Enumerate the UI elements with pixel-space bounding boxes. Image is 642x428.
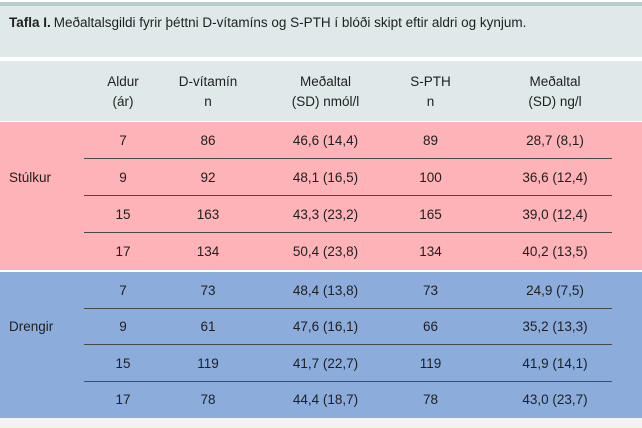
table-cell: 15 [115, 355, 131, 371]
table-cell: 41,9 (14,1) [522, 355, 588, 371]
separator [0, 270, 642, 272]
header-line: n [426, 93, 435, 109]
table-title-label: Tafla I. [9, 15, 51, 30]
header-aldur: Aldur (ár) [88, 74, 158, 109]
group-label: Stúlkur [9, 170, 52, 185]
table-cell: 41,7 (22,7) [292, 355, 359, 371]
table-cell: 43,0 (23,7) [522, 392, 588, 408]
table-row: 15 119 41,7 (22,7) 119 41,9 (14,1) [0, 345, 642, 382]
table-cell: 48,1 (16,5) [292, 170, 359, 185]
table-cell: 7 [119, 282, 127, 298]
header-line: (ár) [112, 93, 134, 109]
table-cell: 89 [422, 133, 439, 148]
group-section: 7 86 46,6 (14,4) 89 28,7 (8,1) Stúlkur 9 92 48,1… [0, 122, 642, 270]
table-cell: 17 [115, 392, 131, 408]
header-line: Meðaltal [529, 73, 581, 89]
group-label: Drengir [9, 319, 54, 335]
table-cell: 134 [419, 244, 442, 259]
table-cell: 119 [419, 355, 442, 371]
table-cell: 40,2 (13,5) [522, 244, 588, 259]
table-cell: 86 [200, 133, 216, 148]
header-line: Meðaltal [299, 73, 352, 89]
header-line: Aldur [107, 73, 139, 89]
separator [0, 121, 642, 122]
table-cell: 78 [200, 392, 216, 408]
header-line: D-vítamín [178, 73, 238, 89]
table-title-text: Meðaltalsgildi fyrir þéttni D-vítamíns o… [53, 15, 527, 30]
header-dvitamin-n: D-vítamín n [158, 74, 258, 109]
table-cell: 134 [196, 244, 220, 259]
bottom-margin [0, 418, 642, 428]
table-row: 15 163 43,3 (23,2) 165 39,0 (12,4) [0, 196, 642, 233]
table-cell: 9 [119, 170, 127, 185]
table-row: 7 86 46,6 (14,4) 89 28,7 (8,1) [0, 122, 642, 159]
table-cell: 46,6 (14,4) [292, 133, 359, 148]
header-line: S-PTH [410, 73, 451, 89]
top-rule [0, 2, 642, 6]
table-row: 17 78 44,4 (18,7) 78 43,0 (23,7) [0, 382, 642, 419]
table-cell: 78 [422, 392, 439, 408]
table-cell: 24,9 (7,5) [526, 282, 584, 298]
table-row: Stúlkur 9 92 48,1 (16,5) 100 36,6 (12,4) [0, 159, 642, 196]
table-row: 17 134 50,4 (23,8) 134 40,2 (13,5) [0, 233, 642, 270]
table-cell: 15 [115, 207, 131, 222]
table-cell: 17 [115, 244, 131, 259]
header-line: (SD) ng/l [528, 93, 582, 109]
table-cell: 66 [422, 319, 439, 335]
table-row: 7 73 48,4 (13,8) 73 24,9 (7,5) [0, 272, 642, 309]
table-cell: 47,6 (16,1) [292, 319, 359, 335]
table-title: Tafla I. Meðaltalsgildi fyrir þéttni D-ví… [0, 6, 642, 57]
table-cell: 61 [200, 319, 216, 335]
table-body: 7 86 46,6 (14,4) 89 28,7 (8,1) Stúlkur 9 92 48,1… [0, 122, 642, 418]
separator [0, 57, 642, 61]
header-line: (SD) nmól/l [291, 93, 360, 109]
table-cell: 165 [419, 207, 442, 222]
table-cell: 35,2 (13,3) [522, 319, 588, 335]
table-cell: 39,0 (12,4) [522, 207, 588, 222]
header-medaltal-nmol: Meðaltal (SD) nmól/l [258, 74, 393, 109]
table-cell: 36,6 (12,4) [522, 170, 588, 185]
table-cell: 9 [119, 319, 127, 335]
table-cell: 50,4 (23,8) [292, 244, 359, 259]
table-cell: 44,4 (18,7) [292, 392, 359, 408]
header-spth-n: S-PTH n [393, 74, 468, 109]
header-medaltal-ng: Meðaltal (SD) ng/l [468, 74, 642, 109]
table-cell: 163 [196, 207, 220, 222]
top-margin [0, 0, 642, 2]
table-cell: 7 [119, 133, 127, 148]
table-cell: 48,4 (13,8) [292, 282, 359, 298]
header-line: n [204, 93, 212, 109]
table-cell: 28,7 (8,1) [526, 133, 584, 148]
table-row: Drengir 9 61 47,6 (16,1) 66 35,2 (13,3) [0, 309, 642, 346]
table-cell: 73 [200, 282, 216, 298]
table-cell: 92 [200, 170, 216, 185]
table-header: Aldur (ár) D-vítamín n Meðaltal (SD) nmó… [0, 61, 642, 121]
table-cell: 73 [422, 282, 439, 298]
group-section: 7 73 48,4 (13,8) 73 24,9 (7,5) Drengir 9 61 47,6… [0, 272, 642, 418]
table-cell: 100 [419, 170, 442, 185]
table-cell: 43,3 (23,2) [292, 207, 359, 222]
table-cell: 119 [197, 355, 219, 371]
